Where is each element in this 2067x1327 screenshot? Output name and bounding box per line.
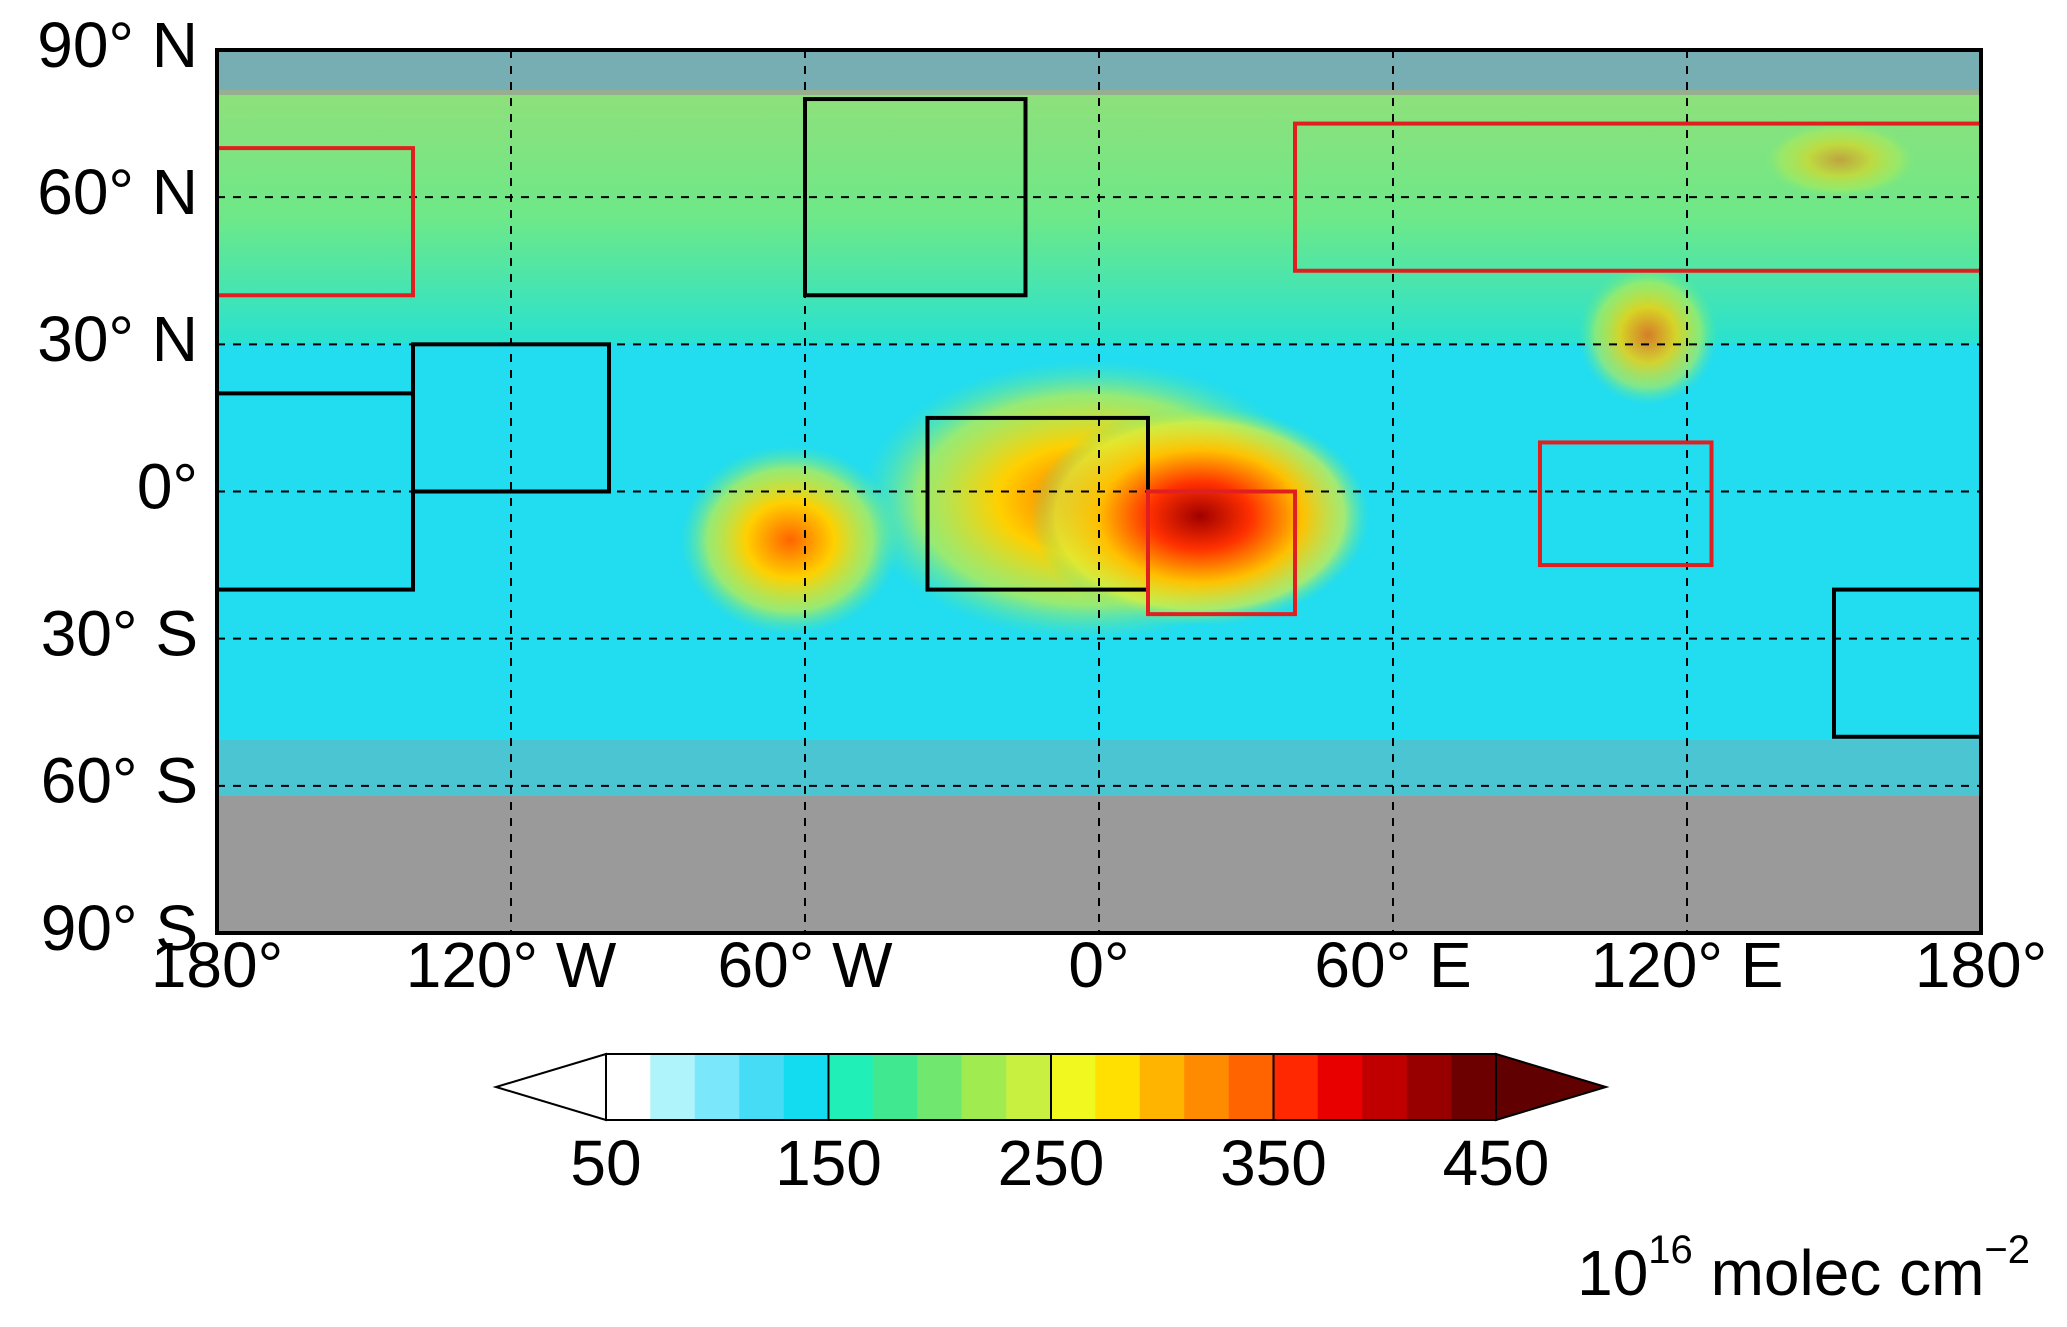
colorbar-segment xyxy=(1006,1053,1052,1121)
colorbar-segment xyxy=(1095,1053,1141,1121)
colorbar-segment xyxy=(872,1053,918,1121)
region-box xyxy=(411,342,611,494)
plume xyxy=(1578,265,1718,405)
region-box xyxy=(803,97,1028,298)
colorbar-segment xyxy=(783,1053,829,1121)
colorbar-segment xyxy=(605,1053,651,1121)
colorbar-segment xyxy=(739,1053,785,1121)
y-tick-label: 90° N xyxy=(37,9,198,81)
colorbar-segment xyxy=(828,1053,874,1121)
colorbar-segment xyxy=(1050,1053,1096,1121)
x-tick-label: 180° xyxy=(151,929,283,1001)
y-tick-label: 60° N xyxy=(37,156,198,228)
plume xyxy=(1030,406,1370,626)
plume xyxy=(680,445,900,635)
x-tick-label: 60° E xyxy=(1314,929,1471,1001)
colorbar-segment xyxy=(650,1053,696,1121)
plume xyxy=(1760,120,1920,200)
colorbar-segment xyxy=(1273,1053,1319,1121)
colorbar-tick-label: 150 xyxy=(775,1127,882,1199)
colorbar-segment xyxy=(1228,1053,1274,1121)
y-tick-label: 30° N xyxy=(37,303,198,375)
region-box xyxy=(1146,489,1297,617)
plot-frame xyxy=(215,48,1983,935)
colorbar-segment xyxy=(1362,1053,1408,1121)
y-tick-label: 0° xyxy=(137,450,198,522)
y-tick-label: 30° S xyxy=(41,598,198,670)
colorbar-segment xyxy=(917,1053,963,1121)
x-tick-label: 60° W xyxy=(718,929,894,1001)
x-tick-label: 120° E xyxy=(1591,929,1784,1001)
unit-part: 16 xyxy=(1648,1228,1693,1272)
colorbar-tick-label: 50 xyxy=(570,1127,641,1199)
unit-part: 10 xyxy=(1577,1237,1648,1309)
colorbar-segment xyxy=(1406,1053,1452,1121)
unit-part: molec cm xyxy=(1693,1237,1985,1309)
colorbar-under xyxy=(492,1052,607,1122)
colorbar-segment xyxy=(1184,1053,1230,1121)
colorbar-tick-label: 350 xyxy=(1220,1127,1327,1199)
unit-part: −2 xyxy=(1984,1228,2030,1272)
colorbar-segment xyxy=(1317,1053,1363,1121)
colorbar-over xyxy=(1495,1052,1610,1122)
region-box xyxy=(1538,440,1714,568)
colorbar-tick-label: 450 xyxy=(1443,1127,1550,1199)
colorbar-tick-label: 250 xyxy=(998,1127,1105,1199)
x-tick-label: 180° xyxy=(1915,929,2047,1001)
colorbar-segment xyxy=(694,1053,740,1121)
colorbar-unit: 1016 molec cm−2 xyxy=(1577,1228,2030,1309)
x-tick-label: 120° W xyxy=(406,929,617,1001)
antarctic-gap xyxy=(217,796,1981,933)
colorbar-segment xyxy=(1139,1053,1185,1121)
x-tick-label: 0° xyxy=(1068,929,1129,1001)
colorbar-segment xyxy=(961,1053,1007,1121)
y-tick-label: 60° S xyxy=(41,745,198,817)
y-tick-label: 90° S xyxy=(41,892,198,964)
colorbar-segment xyxy=(1451,1053,1497,1121)
